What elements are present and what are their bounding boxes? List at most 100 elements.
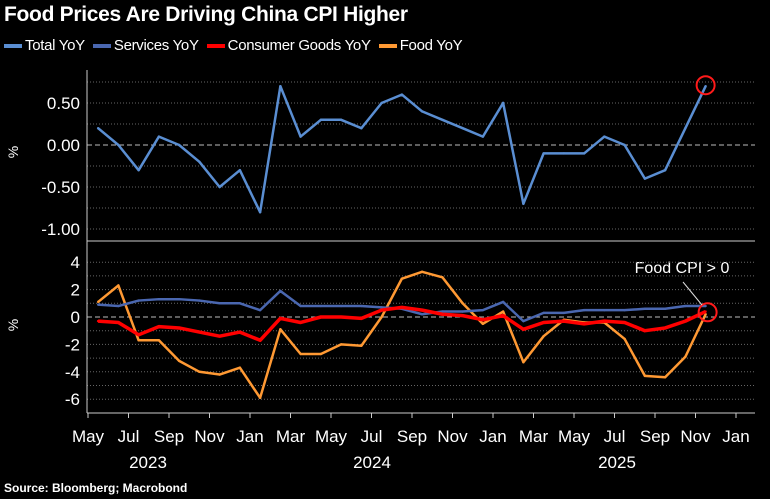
legend-item-food: Food YoY	[378, 37, 463, 54]
series-line-total-yoy-point	[96, 127, 100, 130]
x-tick-label: Jan	[722, 427, 749, 446]
series-line-services-yoy-point	[623, 308, 626, 312]
legend: Total YoY Services YoY Consumer Goods Yo…	[4, 37, 463, 54]
series-line-consumer-goods-yoy-point	[704, 310, 707, 313]
x-tick-label: Jul	[361, 427, 383, 446]
series-line-services-yoy-point	[420, 313, 424, 316]
series-line-consumer-goods-yoy-point	[258, 339, 262, 342]
highlight-circle-top	[695, 75, 716, 96]
series-line-total-yoy-point	[238, 169, 242, 172]
series-line-food-yoy-point	[663, 376, 667, 379]
series-line-consumer-goods-yoy-point	[279, 317, 282, 320]
series-line-total-yoy-point	[643, 177, 647, 180]
series-line-total-yoy-point	[623, 143, 626, 147]
series-line-total-yoy-point	[157, 135, 161, 138]
series-line-services-yoy-point	[157, 297, 161, 301]
series-line-services-yoy-point	[319, 304, 323, 308]
series-line-consumer-goods-yoy-point	[501, 314, 505, 317]
series-line-total-yoy-point	[481, 135, 485, 138]
legend-label: Food YoY	[399, 37, 463, 54]
series-line-services-yoy-point	[96, 303, 100, 306]
series-line-total-yoy-point	[137, 169, 140, 172]
annotation-arrow	[682, 281, 703, 306]
series-line-consumer-goods-yoy-point	[117, 321, 120, 324]
series-line-services-yoy-point	[522, 319, 525, 323]
chart-title: Food Prices Are Driving China CPI Higher	[4, 3, 408, 26]
x-tick-label: Nov	[437, 427, 468, 446]
series-line-consumer-goods-yoy-point	[623, 321, 626, 324]
series-line-services-yoy-point	[117, 304, 120, 308]
series-line-services-yoy-point	[299, 304, 302, 308]
series-line-services-yoy-point	[461, 310, 464, 313]
year-label: 2023	[129, 453, 167, 472]
series-line-services-yoy-point	[684, 304, 687, 308]
x-tick-label: Jan	[236, 427, 263, 446]
series-line-services-yoy-point	[198, 299, 201, 302]
series-line-total-yoy-point	[522, 202, 525, 205]
series-line-food-yoy-point	[461, 302, 464, 305]
series-line-total-yoy-point	[319, 118, 323, 122]
x-tick-label: Mar	[276, 427, 306, 446]
series-line-services-yoy-point	[258, 308, 262, 312]
series-line-consumer-goods-yoy-point	[684, 319, 687, 323]
series-line-food-yoy-point	[684, 355, 687, 358]
year-label: 2025	[598, 453, 636, 472]
series-line-food-yoy-point	[623, 337, 626, 341]
series-line-total-yoy-point	[663, 169, 667, 172]
source-note: Source: Bloomberg; Macrobond	[4, 481, 188, 495]
series-line-services-yoy-point	[643, 307, 647, 310]
series-line-total-yoy-point	[360, 127, 363, 130]
series-line-food-yoy-point	[157, 339, 161, 342]
x-tick-label: Jul	[604, 427, 626, 446]
y-tick-label: 2	[71, 281, 80, 300]
series-line-total-yoy-point	[542, 152, 545, 155]
series-line-consumer-goods-yoy-point	[299, 321, 302, 324]
annotation-food-cpi: Food CPI > 0	[635, 260, 730, 277]
series-line-consumer-goods-yoy-point	[360, 317, 363, 320]
legend-item-services: Services YoY	[92, 37, 199, 54]
series-line-total-yoy-point	[400, 93, 404, 96]
series-line-services-yoy-point	[704, 304, 707, 308]
series-line-total-yoy-point	[198, 160, 201, 163]
series-line-services-yoy-point	[238, 302, 242, 305]
x-tick-label: Jul	[118, 427, 140, 446]
series-line-food-yoy-point	[360, 344, 363, 347]
series-line-food-yoy-point	[441, 276, 444, 279]
series-line-consumer-goods-yoy-point	[400, 306, 404, 309]
legend-label: Consumer Goods YoY	[227, 37, 371, 54]
series-line-services-yoy-point	[481, 308, 485, 312]
series-line-services-yoy-point	[360, 304, 363, 308]
series-line-food-yoy-point	[117, 284, 120, 287]
series-line-consumer-goods-yoy	[98, 305, 707, 343]
series-line-services-yoy-point	[562, 311, 566, 315]
series-line-total-yoy-point	[279, 85, 282, 88]
series-line-consumer-goods-yoy-point	[157, 325, 161, 328]
series-line-services-yoy-point	[582, 308, 586, 312]
series-line-total-yoy	[97, 84, 707, 214]
bottom-ylabel: %	[5, 319, 21, 331]
series-line-food-yoy-point	[258, 396, 262, 400]
series-line-food-yoy-point	[319, 352, 323, 356]
series-line-total-yoy-point	[684, 127, 687, 130]
y-tick-label: -4	[65, 363, 80, 382]
series-line-food-yoy-point	[299, 352, 302, 356]
series-line-services-yoy-point	[177, 297, 181, 301]
series-line-services-yoy-point	[441, 310, 444, 313]
series-line-food-yoy-point	[96, 300, 100, 304]
series-line-services-yoy-point	[603, 308, 606, 312]
series-line-consumer-goods-yoy-point	[522, 328, 525, 331]
x-tick-label: Sep	[154, 427, 184, 446]
series-line-consumer-goods-yoy-point	[339, 315, 343, 319]
y-tick-label: 0.00	[47, 136, 80, 155]
series-line-total-yoy-point	[258, 211, 262, 214]
y-tick-label: -2	[65, 335, 80, 354]
y-tick-label: -6	[65, 390, 80, 409]
series-line-consumer-goods-yoy-point	[542, 321, 545, 324]
series-line-food-yoy	[97, 270, 707, 400]
series-line-consumer-goods-yoy-point	[137, 333, 140, 337]
series-line-food-yoy-point	[279, 328, 282, 331]
y-tick-label: 0.50	[47, 94, 80, 113]
series-line-consumer-goods-yoy-point	[238, 330, 242, 334]
series-line-consumer-goods-yoy-point	[380, 308, 383, 312]
